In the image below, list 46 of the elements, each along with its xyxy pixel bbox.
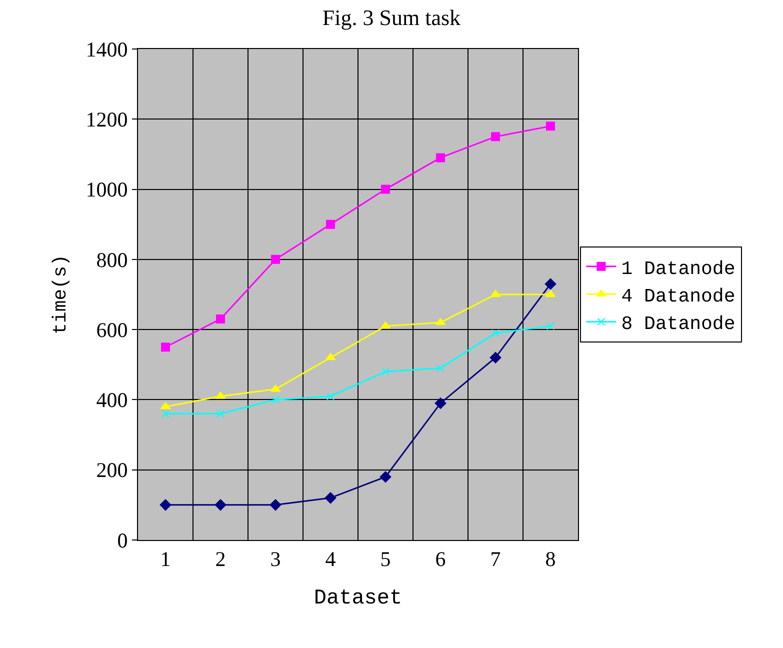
point bbox=[216, 410, 224, 418]
point bbox=[381, 184, 390, 194]
x-tick-label: 1 bbox=[160, 547, 171, 572]
point bbox=[160, 499, 172, 511]
x-tick-label: 3 bbox=[270, 547, 281, 572]
y-axis-title: time(s) bbox=[50, 254, 72, 334]
point bbox=[436, 364, 444, 372]
y-tick-label: 600 bbox=[96, 318, 128, 342]
x-tick-label: 6 bbox=[435, 547, 446, 572]
point bbox=[161, 342, 170, 352]
chart-title: Fig. 3 Sum task bbox=[322, 5, 461, 30]
y-tick-label: 1000 bbox=[86, 178, 128, 202]
y-tick-label: 800 bbox=[96, 248, 128, 272]
point bbox=[490, 352, 502, 364]
y-tick-label: 200 bbox=[96, 458, 128, 482]
point bbox=[382, 368, 390, 376]
point bbox=[546, 322, 554, 330]
legend-label: 4 Datanode bbox=[621, 285, 736, 308]
legend-label: 1 Datanode bbox=[621, 258, 736, 280]
point bbox=[272, 396, 280, 404]
point bbox=[216, 314, 225, 324]
y-tick-label: 400 bbox=[96, 388, 128, 412]
point bbox=[162, 410, 170, 418]
point bbox=[214, 499, 226, 511]
x-tick-label: 7 bbox=[490, 547, 501, 572]
point bbox=[491, 132, 500, 142]
point bbox=[492, 329, 500, 338]
x-tick-label: 5 bbox=[380, 547, 391, 572]
point bbox=[544, 278, 556, 290]
x-tick-label: 4 bbox=[325, 547, 336, 572]
point bbox=[546, 122, 555, 131]
y-tick-label: 1400 bbox=[86, 37, 128, 62]
x-tick-label: 2 bbox=[215, 547, 226, 572]
point bbox=[436, 153, 445, 162]
point bbox=[326, 220, 335, 229]
x-axis-title: Dataset bbox=[314, 587, 402, 610]
x-tick-label: 8 bbox=[545, 547, 556, 572]
y-tick-label: 1200 bbox=[86, 107, 128, 132]
legend-label: 8 Datanode bbox=[621, 313, 736, 336]
point bbox=[326, 392, 334, 400]
point bbox=[380, 471, 392, 483]
point bbox=[271, 254, 280, 264]
point bbox=[270, 499, 282, 511]
y-tick-label: 0 bbox=[117, 528, 128, 552]
point bbox=[324, 492, 336, 504]
point bbox=[434, 398, 446, 409]
